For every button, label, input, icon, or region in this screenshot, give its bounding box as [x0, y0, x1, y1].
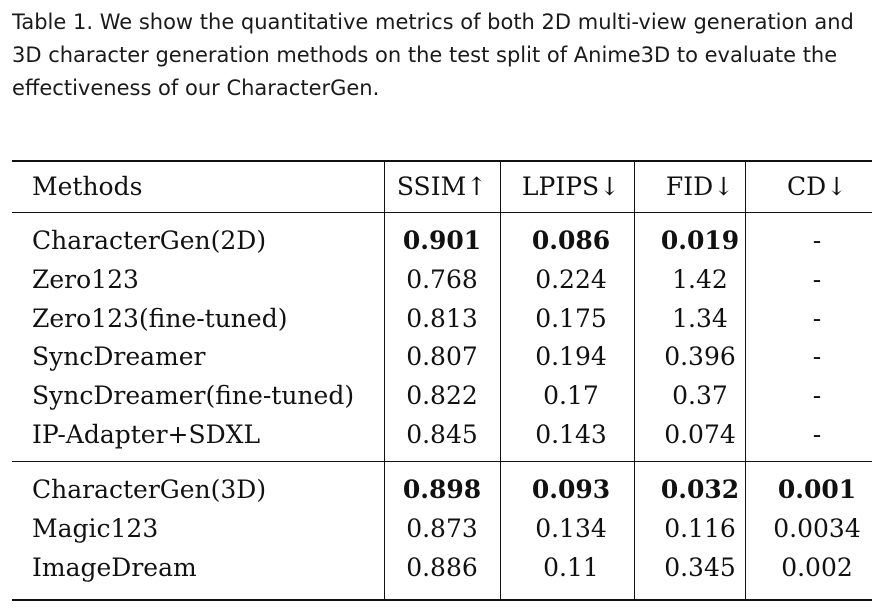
cd-cell: 0.001 — [777, 475, 857, 504]
cd-cell: - — [812, 265, 822, 294]
column-divider — [745, 162, 746, 212]
column-divider — [745, 213, 746, 461]
table-row: SyncDreamer 0.807 0.194 0.396 - — [12, 338, 872, 376]
column-divider — [634, 162, 635, 212]
ssim-cell: 0.873 — [406, 514, 478, 543]
header-methods: Methods — [32, 172, 143, 201]
cd-cell: - — [812, 381, 822, 410]
cd-cell: - — [812, 304, 822, 333]
lpips-cell: 0.143 — [535, 420, 607, 449]
fid-cell: 0.37 — [672, 381, 728, 410]
fid-cell: 1.42 — [672, 265, 728, 294]
fid-cell: 0.019 — [660, 226, 740, 255]
table-caption: Table 1. We show the quantitative metric… — [12, 10, 854, 100]
table-row: CharacterGen(3D) 0.898 0.093 0.032 0.001 — [12, 471, 872, 509]
ssim-cell: 0.822 — [406, 381, 478, 410]
cd-cell: 0.0034 — [773, 514, 861, 543]
ssim-cell: 0.813 — [406, 304, 478, 333]
column-divider — [634, 462, 635, 599]
fid-cell: 0.345 — [664, 553, 736, 582]
fid-cell: 0.074 — [664, 420, 736, 449]
table-row: Zero123(fine-tuned) 0.813 0.175 1.34 - — [12, 300, 872, 338]
ssim-cell: 0.898 — [402, 475, 482, 504]
table-bottom-rule — [12, 599, 872, 601]
table-row: Magic123 0.873 0.134 0.116 0.0034 — [12, 510, 872, 548]
table-header-rule — [12, 212, 872, 213]
column-divider — [384, 162, 385, 212]
cd-cell: - — [812, 342, 822, 371]
method-cell: Zero123(fine-tuned) — [32, 304, 288, 333]
lpips-cell: 0.086 — [531, 226, 611, 255]
fid-cell: 1.34 — [672, 304, 728, 333]
lpips-cell: 0.093 — [531, 475, 611, 504]
method-cell: ImageDream — [32, 553, 197, 582]
ssim-cell: 0.845 — [406, 420, 478, 449]
table-row: IP-Adapter+SDXL 0.845 0.143 0.074 - — [12, 416, 872, 454]
column-divider — [384, 462, 385, 599]
table-top-rule — [12, 160, 872, 162]
cd-cell: - — [812, 420, 822, 449]
method-cell: SyncDreamer(fine-tuned) — [32, 381, 355, 410]
lpips-cell: 0.175 — [535, 304, 607, 333]
table-header-row: Methods SSIM↑ LPIPS↓ FID↓ CD↓ — [12, 168, 872, 206]
lpips-cell: 0.224 — [535, 265, 607, 294]
fid-cell: 0.396 — [664, 342, 736, 371]
ssim-cell: 0.886 — [406, 553, 478, 582]
lpips-cell: 0.17 — [543, 381, 599, 410]
fid-cell: 0.116 — [664, 514, 736, 543]
cd-cell: 0.002 — [781, 553, 853, 582]
method-cell: CharacterGen(2D) — [32, 226, 267, 255]
table-row: ImageDream 0.886 0.11 0.345 0.002 — [12, 549, 872, 587]
header-cd: CD↓ — [786, 172, 848, 201]
cd-cell: - — [812, 226, 822, 255]
method-cell: SyncDreamer — [32, 342, 206, 371]
lpips-cell: 0.134 — [535, 514, 607, 543]
method-cell: Zero123 — [32, 265, 139, 294]
header-ssim: SSIM↑ — [396, 172, 488, 201]
table-row: SyncDreamer(fine-tuned) 0.822 0.17 0.37 … — [12, 377, 872, 415]
ssim-cell: 0.807 — [406, 342, 478, 371]
method-cell: IP-Adapter+SDXL — [32, 420, 261, 449]
column-divider — [500, 213, 501, 461]
ssim-cell: 0.901 — [402, 226, 482, 255]
fid-cell: 0.032 — [660, 475, 740, 504]
column-divider — [634, 213, 635, 461]
table-row: Zero123 0.768 0.224 1.42 - — [12, 261, 872, 299]
lpips-cell: 0.11 — [543, 553, 599, 582]
table-row: CharacterGen(2D) 0.901 0.086 0.019 - — [12, 222, 872, 260]
column-divider — [745, 462, 746, 599]
column-divider — [500, 462, 501, 599]
lpips-cell: 0.194 — [535, 342, 607, 371]
header-fid: FID↓ — [665, 172, 735, 201]
table-group-rule — [12, 461, 872, 462]
column-divider — [384, 213, 385, 461]
method-cell: Magic123 — [32, 514, 159, 543]
ssim-cell: 0.768 — [406, 265, 478, 294]
column-divider — [500, 162, 501, 212]
header-lpips: LPIPS↓ — [521, 172, 621, 201]
method-cell: CharacterGen(3D) — [32, 475, 267, 504]
